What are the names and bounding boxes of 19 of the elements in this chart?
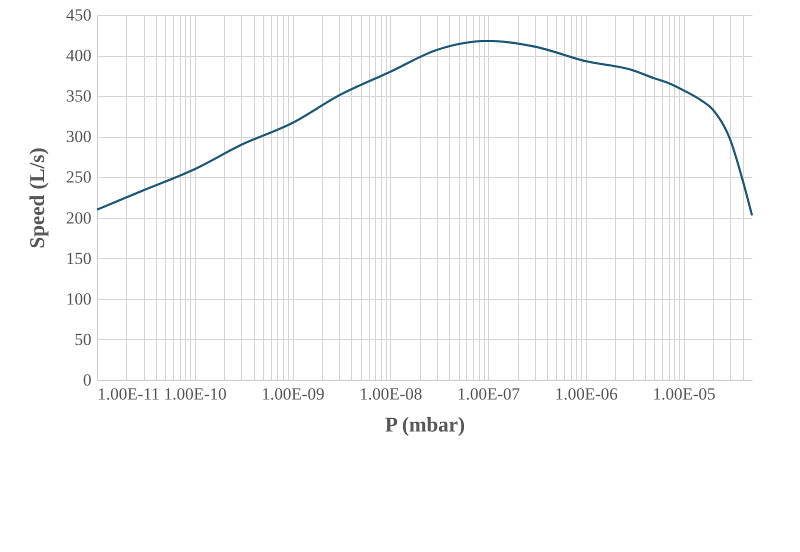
y-tick-label: 150 xyxy=(66,248,92,268)
y-tick-label: 450 xyxy=(66,6,92,24)
x-tick-label: 1.00E-06 xyxy=(554,384,618,404)
y-tick-label: 100 xyxy=(66,289,92,308)
y-tick-label: 350 xyxy=(66,86,92,106)
y-tick-label: 250 xyxy=(66,168,92,187)
x-tick-label: 1.00E-10 xyxy=(164,384,227,404)
y-tick-label: 300 xyxy=(66,127,92,146)
x-axis-title: P (mbar) xyxy=(385,412,465,436)
y-tick-label: 0 xyxy=(83,370,92,390)
x-tick-label: 1.00E-11 xyxy=(98,384,160,404)
x-tick-label: 1.00E-09 xyxy=(262,384,324,404)
y-axis-title: Speed (L/s) xyxy=(25,148,49,248)
x-tick-label: 1.00E-07 xyxy=(457,384,520,404)
x-tick-label: 1.00E-05 xyxy=(652,384,716,404)
x-tick-label: 1.00E-08 xyxy=(359,384,422,404)
y-tick-label: 200 xyxy=(66,208,92,228)
y-tick-label: 50 xyxy=(74,330,92,349)
y-tick-label: 400 xyxy=(66,46,92,66)
